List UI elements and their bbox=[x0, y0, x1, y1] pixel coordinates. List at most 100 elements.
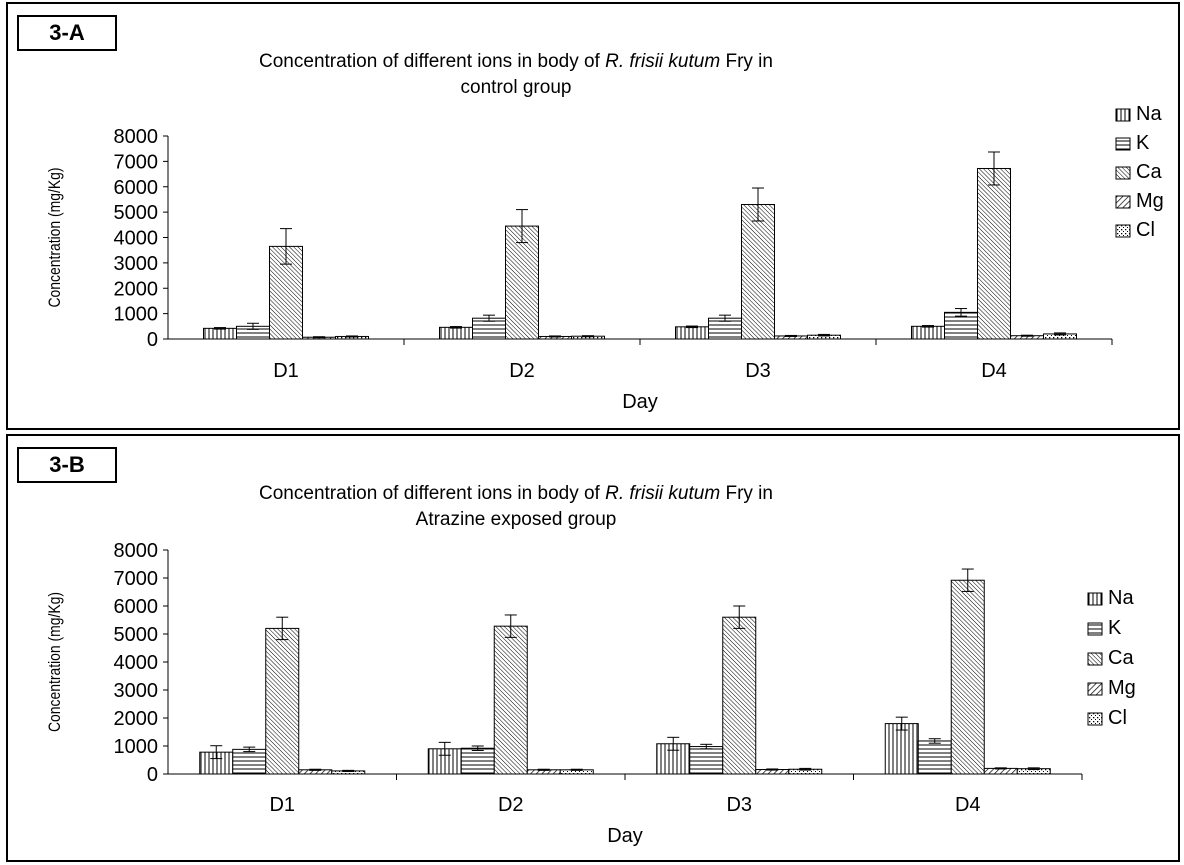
bar-na-d4 bbox=[911, 325, 945, 340]
error-bar-ca-d4 bbox=[988, 151, 1000, 186]
y-tick-label: 0 bbox=[147, 764, 158, 786]
chart-a-svg: 3-A Concentration of different ions in bo… bbox=[17, 15, 1164, 413]
x-tick-label: D4 bbox=[955, 794, 981, 816]
error-bar-ca-d2 bbox=[516, 209, 528, 244]
legend-swatch bbox=[1087, 712, 1103, 726]
chart-title-line2: Atrazine exposed group bbox=[416, 509, 617, 530]
legend-swatch bbox=[1087, 622, 1103, 636]
x-tick-label: D1 bbox=[273, 360, 299, 382]
error-bar-k-d2 bbox=[483, 314, 495, 322]
chart-title: Concentration of different ions in body … bbox=[259, 483, 773, 504]
bar-ca-d4 bbox=[950, 579, 985, 775]
y-tick-label: 0 bbox=[147, 329, 158, 351]
y-tick-label: 4000 bbox=[114, 228, 159, 250]
bar-ca-d1 bbox=[265, 627, 300, 775]
error-bar-k-d1 bbox=[243, 746, 256, 753]
error-bar-na-d2 bbox=[450, 326, 462, 329]
y-tick-label: 8000 bbox=[114, 126, 159, 148]
y-tick-label: 5000 bbox=[114, 202, 159, 224]
error-bar-na-d3 bbox=[667, 736, 680, 751]
error-bar-mg-d4 bbox=[1021, 334, 1033, 337]
legend-swatch bbox=[1115, 195, 1131, 209]
bar-k-d3 bbox=[689, 746, 724, 775]
error-bar-mg-d3 bbox=[785, 334, 797, 337]
legend-label: Na bbox=[1136, 103, 1162, 125]
legend: Na K Ca Mg Cl bbox=[1087, 587, 1136, 729]
legend-label: Na bbox=[1108, 587, 1134, 609]
error-bar-na-d1 bbox=[214, 327, 226, 330]
error-bar-mg-d2 bbox=[549, 335, 561, 338]
error-bar-cl-d2 bbox=[582, 335, 594, 338]
error-bar-na-d1 bbox=[210, 745, 223, 760]
panel-label: 3-A bbox=[17, 15, 117, 51]
x-axis-label: Day bbox=[622, 391, 658, 413]
y-axis-label: Concentration (mg/Kg) bbox=[46, 592, 65, 732]
legend-item-k: K bbox=[1087, 617, 1122, 639]
legend-label: Cl bbox=[1136, 219, 1155, 241]
legend-item-cl: Cl bbox=[1115, 219, 1155, 241]
y-tick-label: 1000 bbox=[114, 304, 159, 326]
error-bar-na-d3 bbox=[686, 325, 698, 329]
error-bar-na-d2 bbox=[438, 741, 451, 756]
y-tick-label: 6000 bbox=[114, 177, 159, 199]
bar-na-d3 bbox=[675, 326, 709, 340]
legend-label: K bbox=[1108, 617, 1122, 639]
y-tick-label: 8000 bbox=[114, 540, 159, 562]
legend-swatch bbox=[1087, 652, 1103, 666]
y-tick-label: 7000 bbox=[114, 151, 159, 173]
error-bar-cl-d3 bbox=[799, 767, 812, 771]
chart-panel-a: 3-A Concentration of different ions in bo… bbox=[6, 2, 1180, 430]
legend-swatch bbox=[1115, 108, 1131, 122]
error-bar-mg-d1 bbox=[309, 768, 322, 771]
error-bar-cl-d2 bbox=[570, 768, 583, 771]
legend-label: Ca bbox=[1108, 647, 1134, 669]
bar-ca-d3 bbox=[741, 204, 775, 340]
error-bar-cl-d4 bbox=[1054, 332, 1066, 336]
chart-title: Concentration of different ions in body … bbox=[259, 51, 773, 72]
panel-label-text: 3-B bbox=[49, 452, 84, 477]
error-bar-k-d1 bbox=[247, 322, 259, 330]
y-tick-label: 2000 bbox=[114, 278, 159, 300]
panel-label: 3-B bbox=[17, 447, 117, 483]
error-bar-ca-d2 bbox=[504, 614, 517, 638]
legend-label: Mg bbox=[1136, 190, 1164, 212]
bar-k-d4 bbox=[944, 311, 978, 340]
y-tick-label: 7000 bbox=[114, 568, 159, 590]
legend-item-na: Na bbox=[1087, 587, 1134, 609]
error-bar-k-d3 bbox=[700, 743, 713, 750]
legend-label: Mg bbox=[1108, 677, 1136, 699]
x-axis-label: Day bbox=[607, 825, 643, 847]
legend-item-mg: Mg bbox=[1115, 190, 1164, 212]
error-bar-na-d4 bbox=[922, 325, 934, 328]
chart-b-svg: 3-B Concentration of different ions in bo… bbox=[17, 447, 1136, 847]
error-bar-cl-d1 bbox=[346, 335, 358, 338]
legend-item-mg: Mg bbox=[1087, 677, 1136, 699]
y-tick-label: 1000 bbox=[114, 736, 159, 758]
error-bar-mg-d4 bbox=[994, 767, 1007, 770]
error-bar-ca-d4 bbox=[961, 568, 974, 592]
error-bar-ca-d3 bbox=[752, 187, 764, 222]
legend-swatch bbox=[1087, 592, 1103, 606]
error-bar-ca-d3 bbox=[733, 605, 746, 629]
y-axis-label: Concentration (mg/Kg) bbox=[46, 167, 65, 307]
legend: Na K Ca Mg Cl bbox=[1115, 103, 1164, 241]
bar-ca-d2 bbox=[493, 625, 528, 775]
error-bar-k-d3 bbox=[719, 314, 731, 322]
y-tick-label: 2000 bbox=[114, 708, 159, 730]
bar-na-d1 bbox=[203, 327, 237, 340]
y-tick-label: 4000 bbox=[114, 652, 159, 674]
legend-label: Ca bbox=[1136, 161, 1162, 183]
x-tick-label: D1 bbox=[269, 794, 295, 816]
error-bar-na-d4 bbox=[895, 716, 908, 731]
legend-swatch bbox=[1115, 137, 1131, 151]
y-tick-label: 3000 bbox=[114, 253, 159, 275]
error-bar-ca-d1 bbox=[276, 616, 289, 641]
bar-ca-d4 bbox=[977, 167, 1011, 340]
legend-label: K bbox=[1136, 132, 1150, 154]
error-bar-cl-d4 bbox=[1027, 767, 1040, 771]
x-tick-label: D2 bbox=[498, 794, 524, 816]
bar-k-d1 bbox=[232, 748, 267, 775]
x-tick-label: D2 bbox=[509, 360, 535, 382]
y-tick-label: 5000 bbox=[114, 624, 159, 646]
legend-item-ca: Ca bbox=[1087, 647, 1134, 669]
